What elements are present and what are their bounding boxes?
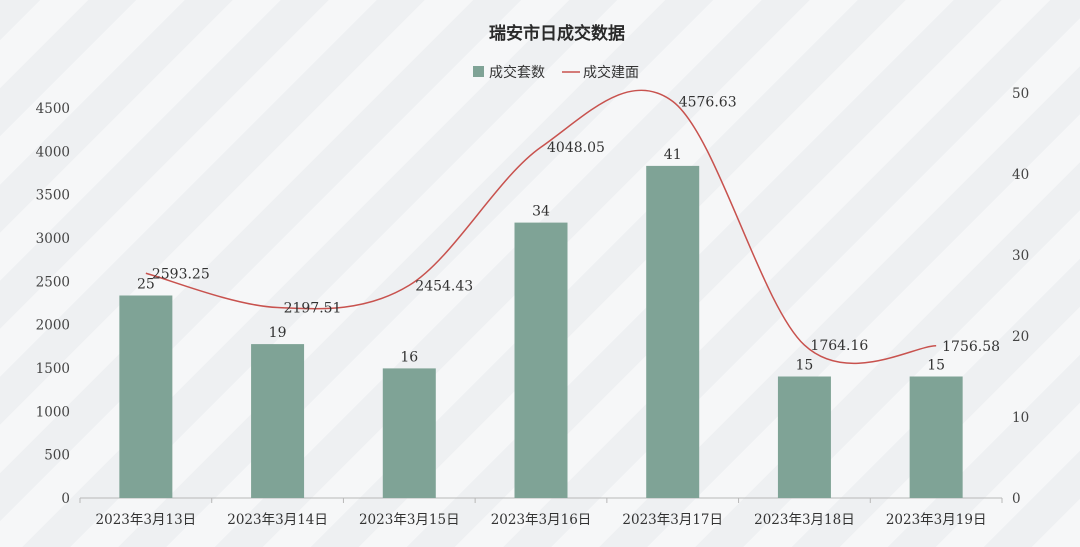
left-tick-label: 3500 [36, 188, 70, 204]
bar [251, 344, 305, 498]
left-tick-label: 4000 [36, 144, 70, 160]
line-value-label: 2454.43 [415, 278, 473, 294]
right-y-axis: 0 10 20 30 40 50 [1012, 86, 1029, 507]
left-tick-label: 2000 [36, 318, 70, 334]
chart-title: 瑞安市日成交数据 [489, 23, 625, 44]
bar-value-label: 19 [269, 325, 287, 341]
bar-value-label: 41 [664, 147, 682, 163]
category-label: 2023年3月17日 [622, 512, 723, 528]
category-label: 2023年3月13日 [96, 512, 197, 528]
category-label: 2023年3月16日 [491, 512, 592, 528]
line-value-label: 2197.51 [284, 301, 342, 317]
left-tick-label: 4500 [36, 101, 70, 117]
bar-value-label: 34 [532, 204, 550, 220]
right-tick-label: 50 [1012, 86, 1029, 102]
left-tick-label: 3000 [36, 231, 70, 247]
right-tick-label: 20 [1012, 329, 1029, 345]
line-value-label: 1764.16 [810, 338, 868, 354]
bar [646, 165, 700, 498]
x-axis: 2023年3月13日 2023年3月14日 2023年3月15日 2023年3月16日… [79, 497, 1003, 528]
right-tick-label: 10 [1012, 410, 1029, 426]
category-label: 2023年3月15日 [359, 512, 460, 528]
left-tick-label: 0 [61, 491, 70, 507]
bar [119, 295, 173, 498]
legend-swatch-bar [473, 66, 484, 77]
bar-value-label: 25 [137, 277, 155, 293]
right-tick-label: 40 [1012, 167, 1029, 183]
left-tick-label: 2500 [36, 274, 70, 290]
left-tick-label: 1000 [36, 404, 70, 420]
line-value-label: 4048.05 [547, 140, 605, 156]
legend: 成交套数 成交建面 [473, 64, 639, 81]
line-value-label: 2593.25 [152, 266, 210, 282]
legend-label-bar: 成交套数 [489, 64, 545, 81]
right-tick-label: 0 [1012, 491, 1021, 507]
category-label: 2023年3月14日 [227, 512, 328, 528]
bar [382, 368, 436, 498]
left-y-axis: 0 500 1000 1500 2000 2500 3000 3500 4000 4500 [36, 101, 70, 507]
left-tick-label: 500 [44, 448, 70, 464]
line-series: 2593.25 2197.51 2454.43 4048.05 4576.63 1764.… [145, 89, 1000, 365]
legend-label-line: 成交建面 [583, 64, 639, 81]
bar [777, 376, 831, 498]
bar-value-label: 15 [796, 358, 814, 374]
bar-value-label: 16 [400, 349, 418, 365]
left-tick-label: 1500 [36, 361, 70, 377]
bar-value-label: 15 [927, 358, 945, 374]
line-path [145, 89, 937, 365]
category-label: 2023年3月19日 [886, 512, 987, 528]
bar [909, 376, 963, 498]
line-value-label: 4576.63 [679, 94, 737, 110]
right-tick-label: 30 [1012, 248, 1029, 264]
bar-series: 25 19 16 34 41 15 15 [119, 147, 963, 498]
line-value-label: 1756.58 [942, 339, 1000, 355]
category-label: 2023年3月18日 [754, 512, 855, 528]
bar [514, 222, 568, 498]
